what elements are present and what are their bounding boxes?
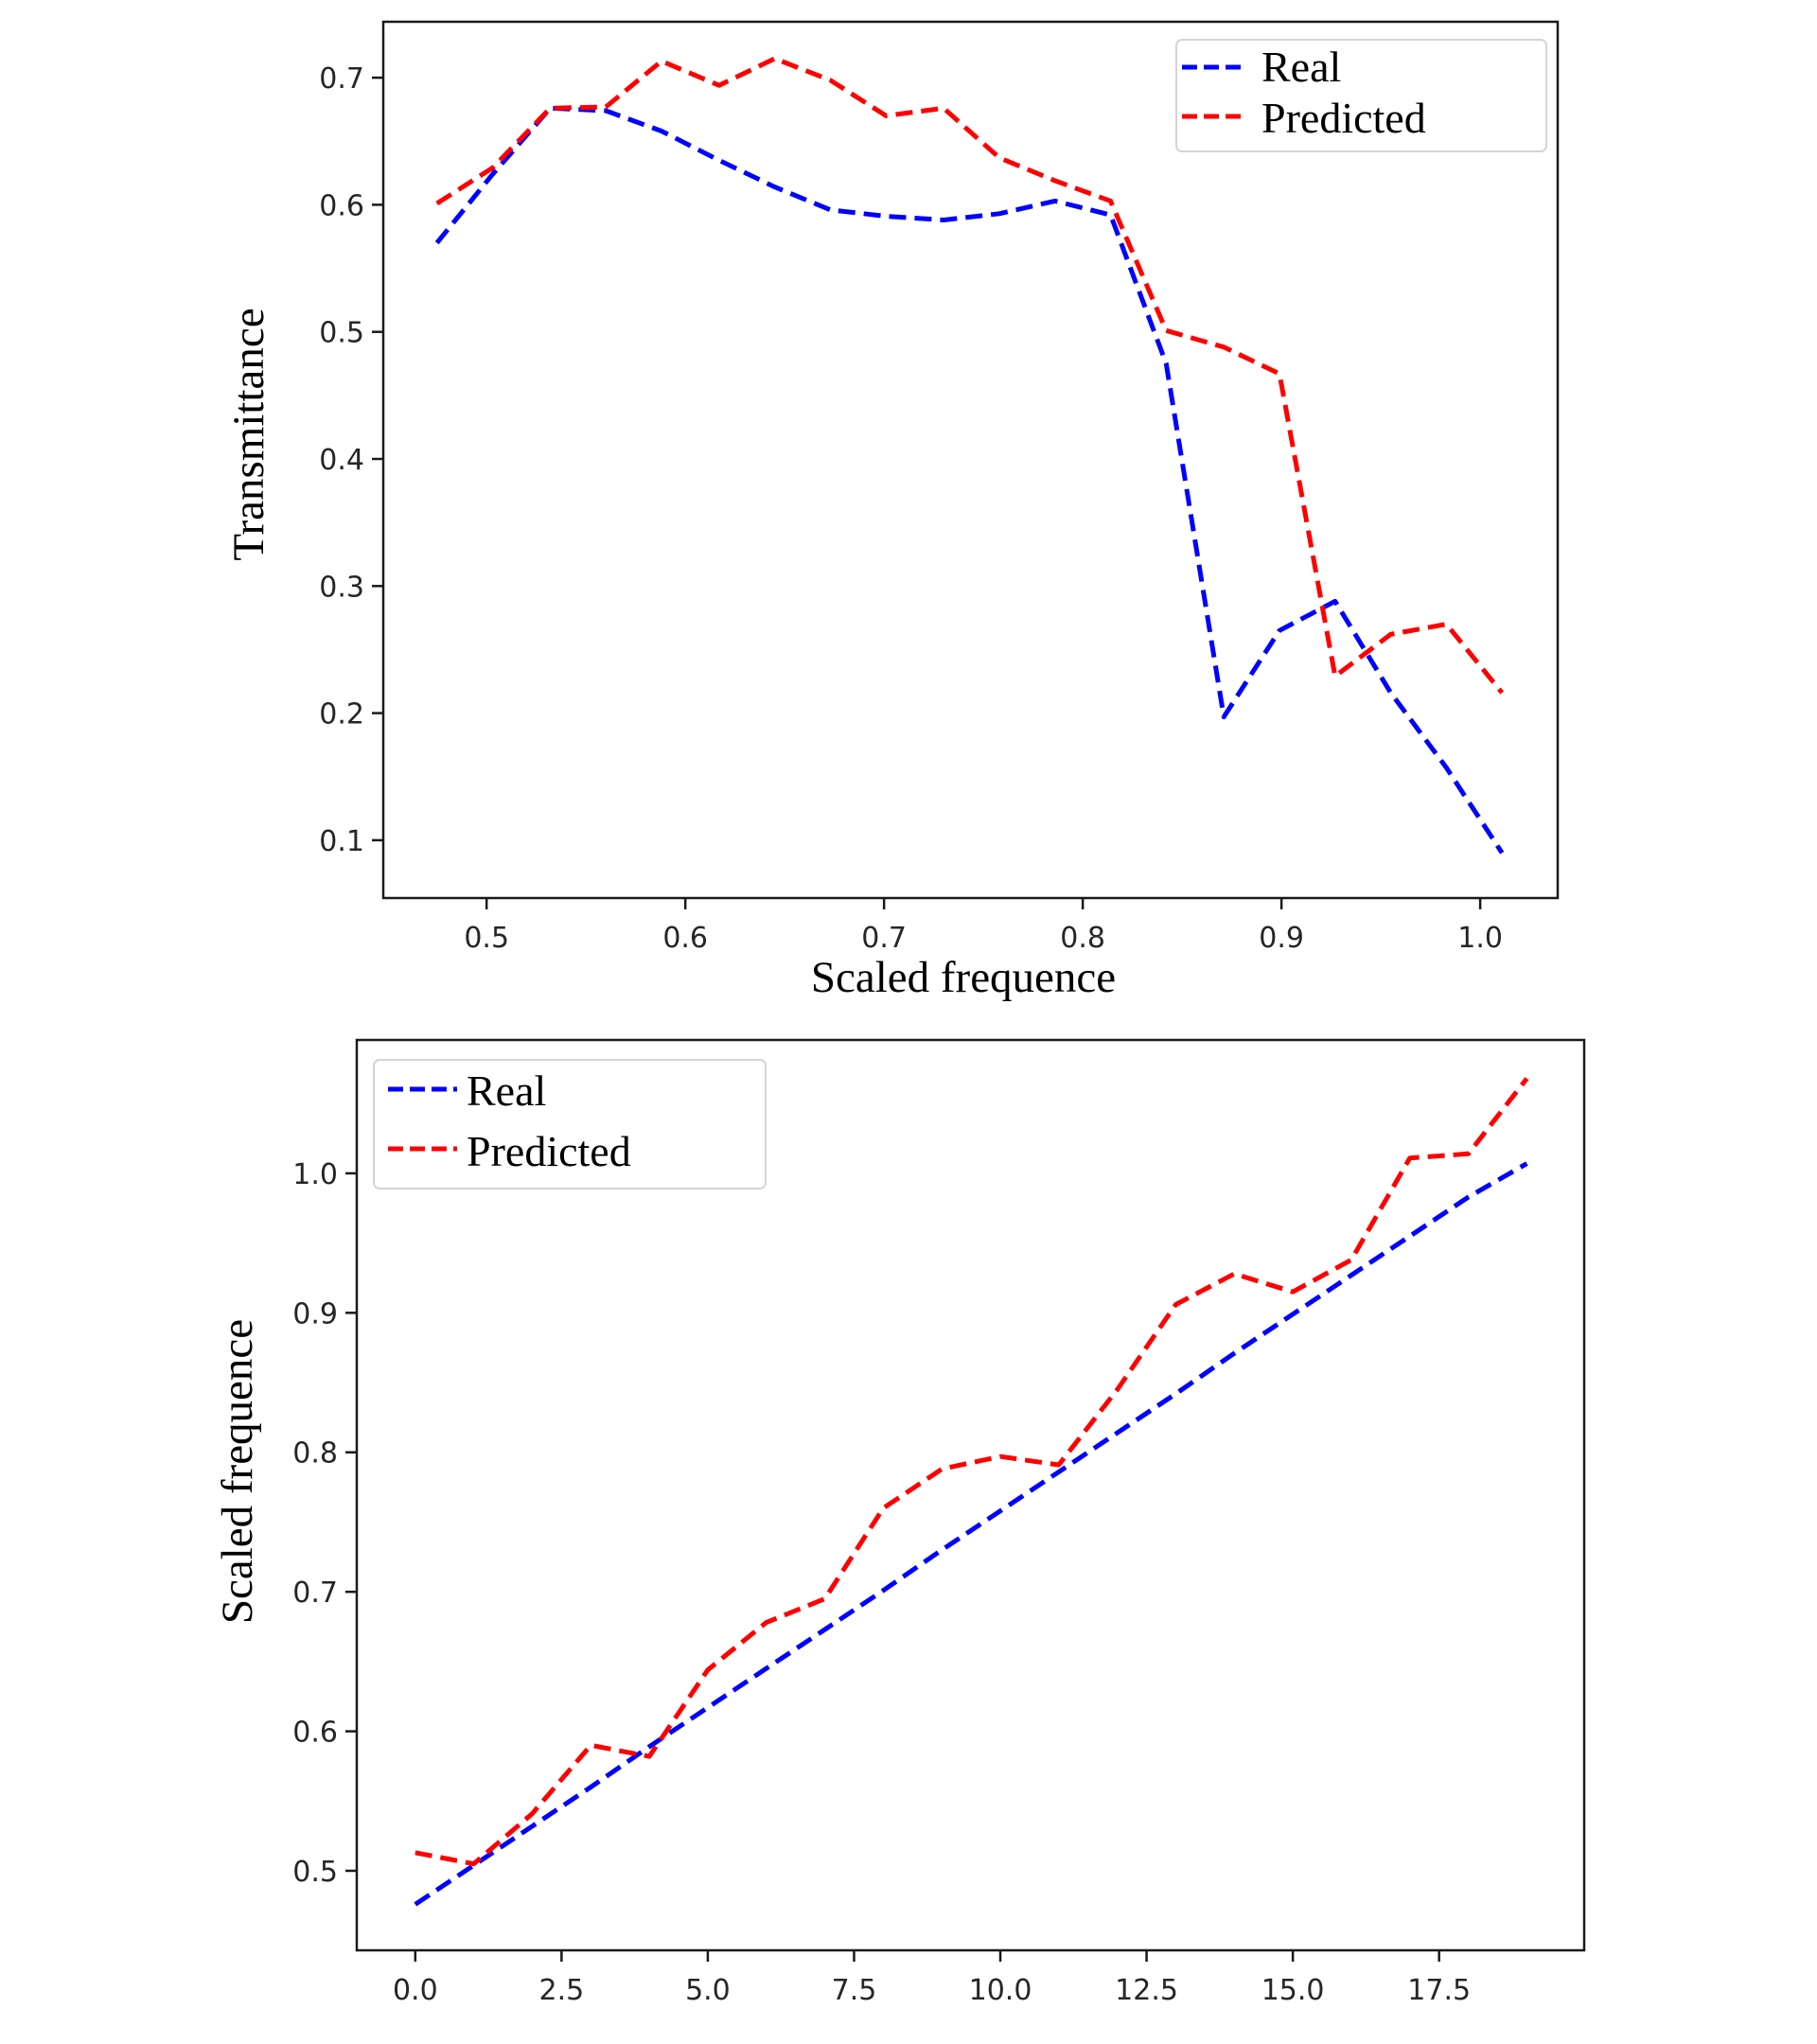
legend-label-real: Real [1261,43,1341,91]
y-tick-label: 0.5 [292,1856,338,1889]
scaled-frequence-chart: 0.0 2.5 5.0 7.5 10.0 12.5 15.0 17.5 0.50.60.70.… [213,1038,1586,2007]
x-axis-ticks: 0.0 2.5 5.0 7.5 10.0 12.5 15.0 17.5 [393,1950,1471,2007]
legend-box [1175,39,1547,152]
x-tick-label: 5.0 [685,1974,731,2007]
x-tick-label: 12.5 [1115,1974,1178,2007]
x-tick-label: 0.8 [1060,922,1105,955]
y-tick-label: 0.9 [292,1297,338,1330]
x-tick-label: 0.9 [1259,922,1304,955]
series-lines [434,56,1505,855]
y-axis-ticks: 0.1 0.2 0.3 0.4 0.5 0.6 0.7 [319,62,383,858]
y-tick-label: 0.2 [319,698,364,731]
plot-frame [381,20,1560,900]
transmittance-chart: 0.5 0.6 0.7 0.8 0.9 1.0 0.1 0.2 0.3 0.4 0.5 0.6 0.7… [224,20,1560,1002]
x-axis-ticks: 0.5 0.6 0.7 0.8 0.9 1.0 [464,898,1503,955]
legend-label-predicted: Predicted [467,1127,631,1175]
x-tick-label: 0.7 [861,922,907,955]
y-tick-label: 0.6 [292,1717,338,1750]
legend-label-real: Real [467,1066,546,1115]
x-axis-label: Scaled frequence [811,953,1116,1002]
y-axis-ticks: 0.5 0.6 0.7 0.8 0.9 1.0 [292,1158,357,1889]
y-tick-label: 1.0 [292,1158,338,1191]
series-lines [414,1077,1529,1907]
y-tick-label: 0.8 [292,1437,338,1471]
series-line-real [414,1161,1528,1907]
x-tick-label: 17.5 [1407,1974,1471,2007]
series-line-predicted [435,56,1505,695]
x-tick-label: 0.5 [464,922,509,955]
x-tick-label: 0.0 [393,1974,438,2007]
y-tick-label: 0.7 [292,1577,338,1610]
x-tick-label: 2.5 [539,1974,585,2007]
y-axis-label: Transmittance [224,308,273,560]
x-tick-label: 0.6 [662,922,708,955]
y-tick-label: 0.7 [319,62,364,96]
x-tick-label: 15.0 [1261,1974,1325,2007]
legend: Real Predicted [373,1059,767,1189]
series-line-predicted [415,1077,1529,1867]
legend-box [373,1059,767,1189]
x-tick-label: 1.0 [1457,922,1503,955]
y-tick-label: 0.4 [319,444,364,477]
y-tick-label: 0.5 [319,317,364,350]
y-tick-label: 0.3 [319,571,364,604]
plot-frame [355,1038,1586,1952]
y-axis-label: Scaled frequence [213,1319,262,1624]
legend: Real Predicted [1175,39,1547,152]
x-tick-label: 10.0 [969,1974,1032,2007]
series-line-real [434,105,1505,855]
legend-label-predicted: Predicted [1261,94,1426,142]
y-tick-label: 0.1 [319,825,364,858]
y-tick-label: 0.6 [319,189,364,222]
x-tick-label: 7.5 [832,1974,877,2007]
